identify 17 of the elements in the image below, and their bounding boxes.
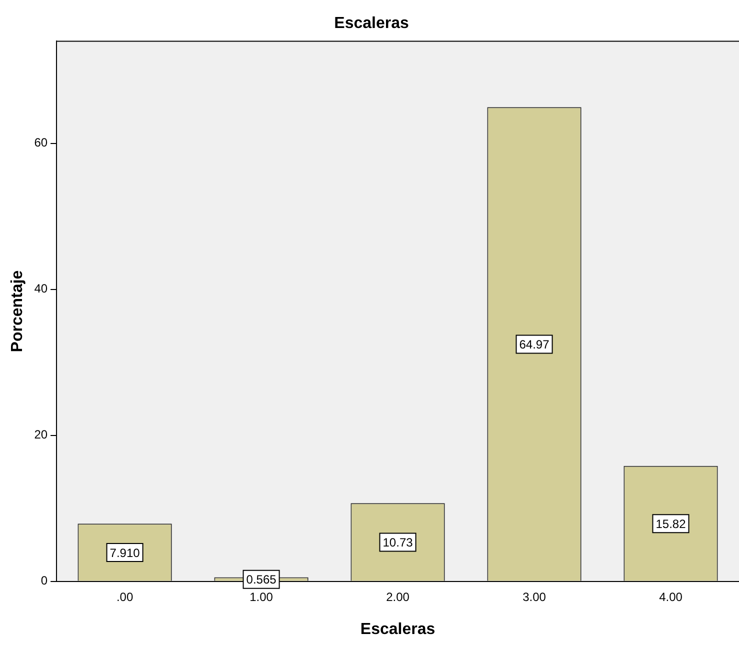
y-tick-label: 0: [40, 574, 48, 588]
x-tick-label: 3.00: [522, 590, 546, 604]
y-axis-title: Porcentaje: [9, 270, 26, 352]
x-axis-title: Escaleras: [360, 620, 436, 638]
x-tick-label: .00: [116, 590, 134, 604]
data-label: 15.82: [656, 516, 686, 531]
y-tick-label: 60: [34, 136, 48, 150]
y-tick-label: 20: [34, 428, 48, 442]
x-tick-label: 2.00: [386, 590, 410, 604]
data-label: 10.73: [382, 536, 414, 550]
x-tick-label: 4.00: [659, 590, 683, 604]
data-label: 0.565: [246, 572, 277, 587]
chart-title: Escaleras: [334, 15, 409, 32]
y-tick-label: 40: [34, 282, 48, 296]
x-tick-label: 1.00: [250, 590, 274, 604]
data-label: 7.910: [110, 546, 140, 560]
data-label: 64.97: [519, 338, 550, 352]
